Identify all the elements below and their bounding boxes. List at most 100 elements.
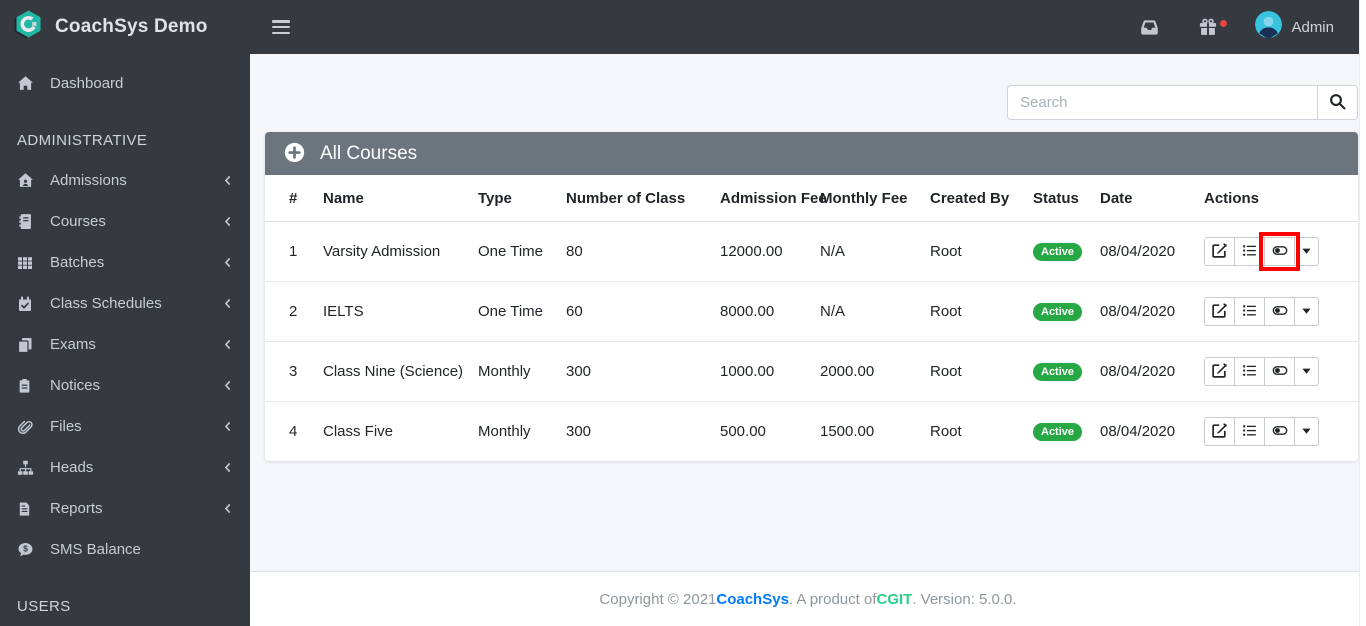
cell-type: One Time — [468, 281, 556, 342]
sidebar-item-label: Batches — [50, 254, 105, 271]
list-icon — [1241, 363, 1258, 381]
sidebar-section-header-administrative: ADMINISTRATIVE — [17, 131, 148, 149]
sidebar-item-files[interactable]: Files — [0, 406, 250, 447]
user-menu[interactable]: Admin — [1255, 11, 1334, 43]
chevron-left-icon — [222, 297, 233, 310]
chevron-left-icon — [222, 420, 233, 433]
sidebar-item-label: Class Schedules — [50, 295, 162, 312]
cell-date: 08/04/2020 — [1090, 221, 1194, 282]
cell-created-by: Root — [930, 423, 962, 440]
sidebar: Dashboard ADMINISTRATIVE Admissions Courses… — [0, 54, 250, 626]
file-report-icon — [17, 501, 41, 517]
coachsys-link[interactable]: CoachSys — [716, 590, 789, 608]
footer-text-suffix: . Version: 5.0.0. — [912, 590, 1017, 608]
chevron-left-icon — [222, 461, 233, 474]
add-course-button[interactable] — [284, 142, 305, 166]
footer: Copyright © 2021 CoachSys . A product of… — [250, 571, 1366, 626]
sidebar-item-batches[interactable]: Batches — [0, 242, 250, 283]
sidebar-item-label: Reports — [50, 500, 103, 517]
list-icon — [1241, 423, 1258, 441]
edit-icon — [1211, 242, 1228, 262]
cell-created-by: Root — [920, 341, 1023, 402]
details-button[interactable] — [1234, 297, 1265, 326]
dropdown-button[interactable] — [1294, 297, 1319, 326]
search-input[interactable] — [1007, 85, 1317, 120]
dropdown-button[interactable] — [1294, 237, 1319, 266]
sidebar-item-label: Notices — [50, 377, 101, 394]
dropdown-button[interactable] — [1294, 417, 1319, 446]
toggle-icon — [1271, 303, 1289, 321]
sidebar-item-dashboard[interactable]: Dashboard — [0, 63, 250, 104]
search-button[interactable] — [1317, 85, 1358, 120]
toggle-status-button[interactable] — [1264, 297, 1295, 326]
cell-admission-fee: 8000.00 — [710, 281, 810, 342]
sidebar-section-header-users: USERS — [17, 597, 71, 615]
status-badge: Active — [1033, 243, 1083, 261]
edit-button[interactable] — [1204, 237, 1235, 266]
svg-text:$: $ — [23, 543, 28, 553]
column-header-actions: Actions — [1194, 175, 1358, 222]
plus-circle-icon — [284, 142, 305, 166]
chevron-left-icon — [222, 338, 233, 351]
comment-dollar-icon: $ — [17, 542, 41, 558]
copy-icon — [17, 337, 41, 353]
sidebar-item-heads[interactable]: Heads — [0, 447, 250, 488]
cell-created-by: Root — [920, 221, 1023, 282]
brand[interactable]: CoachSys Demo — [0, 0, 250, 54]
cell-actions — [1194, 221, 1358, 282]
sidebar-item-notices[interactable]: Notices — [0, 365, 250, 406]
toggle-status-button[interactable] — [1259, 232, 1300, 271]
grid-icon — [17, 255, 41, 271]
details-button[interactable] — [1234, 417, 1265, 446]
cell-num: 4 — [289, 423, 298, 440]
sidebar-item-courses[interactable]: Courses — [0, 201, 250, 242]
edit-button[interactable] — [1204, 297, 1235, 326]
cell-status: Active — [1023, 341, 1090, 402]
column-header-monthly-fee: Monthly Fee — [810, 175, 920, 222]
card-title: All Courses — [320, 142, 418, 164]
toggle-status-button[interactable] — [1264, 417, 1295, 446]
inbox-icon[interactable] — [1140, 18, 1159, 37]
search-icon — [1329, 93, 1346, 113]
chevron-left-icon — [222, 256, 233, 269]
table-body: 1 Varsity Admission One Time 80 12000.00 N/A R… — [265, 221, 1358, 462]
scrollbar-track[interactable] — [1359, 0, 1366, 626]
sidebar-item-reports[interactable]: Reports — [0, 488, 250, 529]
chevron-left-icon — [222, 502, 233, 515]
column-header-num: # — [265, 175, 313, 222]
paperclip-icon — [17, 419, 41, 435]
edit-button[interactable] — [1204, 357, 1235, 386]
cell-date: 08/04/2020 — [1090, 341, 1194, 402]
gift-icon[interactable] — [1199, 18, 1228, 36]
cell-date: 08/04/2020 — [1090, 281, 1194, 342]
cell-actions — [1194, 341, 1358, 402]
topbar-right: Admin — [1100, 11, 1366, 43]
column-header-status: Status — [1023, 175, 1090, 222]
sidebar-toggle-button[interactable] — [272, 20, 290, 34]
details-button[interactable] — [1234, 237, 1265, 266]
sidebar-item-label: SMS Balance — [50, 541, 141, 558]
sidebar-item-admissions[interactable]: Admissions — [0, 160, 250, 201]
cgit-link[interactable]: CGIT — [876, 590, 913, 608]
calendar-check-icon — [17, 296, 41, 312]
sidebar-item-class-schedules[interactable]: Class Schedules — [0, 283, 250, 324]
sidebar-item-label: Admissions — [50, 172, 127, 189]
home-icon — [17, 75, 41, 92]
cell-name: IELTS — [313, 281, 468, 342]
chevron-left-icon — [222, 174, 233, 187]
sidebar-item-label: Exams — [50, 336, 96, 353]
details-button[interactable] — [1234, 357, 1265, 386]
edit-button[interactable] — [1204, 417, 1235, 446]
caret-down-icon — [1301, 304, 1312, 319]
cell-admission-fee: 12000.00 — [710, 221, 810, 282]
dropdown-button[interactable] — [1294, 357, 1319, 386]
sidebar-item-sms-balance[interactable]: $ SMS Balance — [0, 529, 250, 570]
cell-monthly-fee: N/A — [810, 221, 920, 282]
sidebar-item-exams[interactable]: Exams — [0, 324, 250, 365]
edit-icon — [1211, 362, 1228, 382]
coachsys-logo-icon — [13, 9, 44, 45]
toggle-status-button[interactable] — [1264, 357, 1295, 386]
table-row: 2 IELTS One Time 60 8000.00 N/A Root Active 08/0… — [265, 281, 1358, 342]
action-button-group — [1204, 232, 1319, 271]
